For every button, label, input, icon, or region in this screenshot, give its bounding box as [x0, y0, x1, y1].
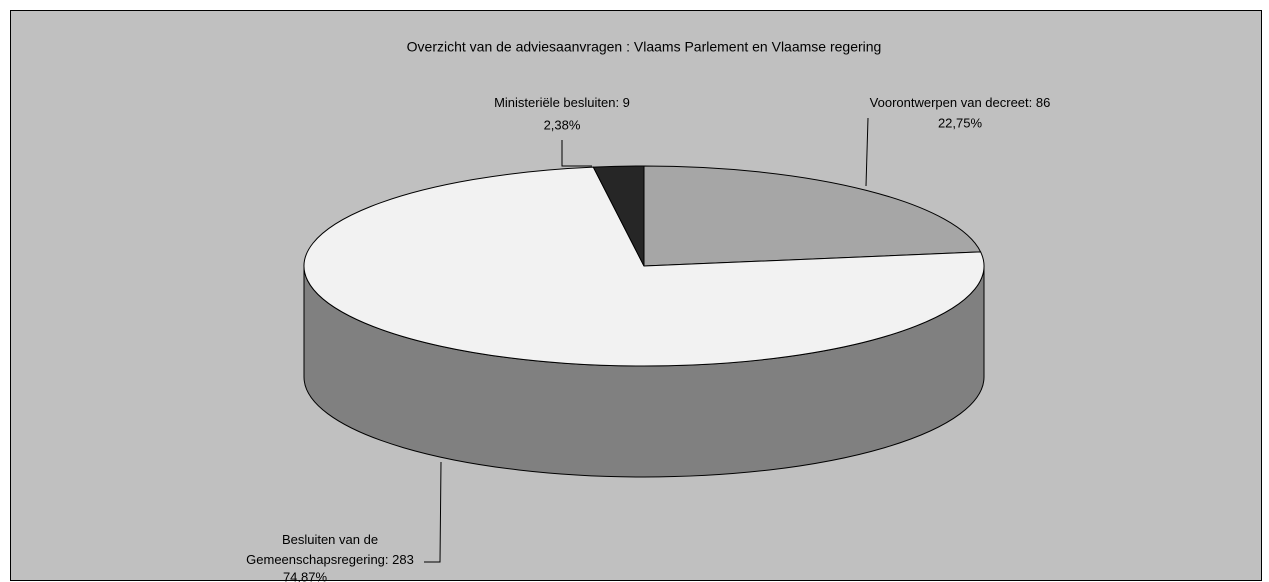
leader-line [865, 117, 869, 187]
pie-slice [303, 166, 985, 367]
pie-slice [643, 165, 982, 267]
pie-slice [592, 165, 645, 267]
percentage-label: 22,75% [938, 115, 983, 130]
data-label: Ministeriële besluiten: 9 [494, 95, 630, 110]
data-label: Voorontwerpen van decreet: 86 [870, 95, 1051, 110]
label-line: Voorontwerpen van decreet: 86 [870, 95, 1051, 110]
leader-lines [424, 117, 869, 563]
label-line: Ministeriële besluiten: 9 [494, 95, 630, 110]
percentage-label: 2,38% [544, 117, 581, 132]
percentage-label: 74,87% [283, 569, 328, 582]
label-line: Gemeenschapsregering: 283 [246, 552, 414, 567]
pie-tops [303, 165, 985, 367]
chart-title: Overzicht van de adviesaanvragen : Vlaam… [407, 39, 882, 55]
data-label: Besluiten van de Gemeenschapsregering: 28… [246, 532, 414, 567]
leader-line [561, 140, 592, 167]
label-line: Besluiten van de [282, 532, 378, 547]
leader-line [424, 461, 442, 563]
